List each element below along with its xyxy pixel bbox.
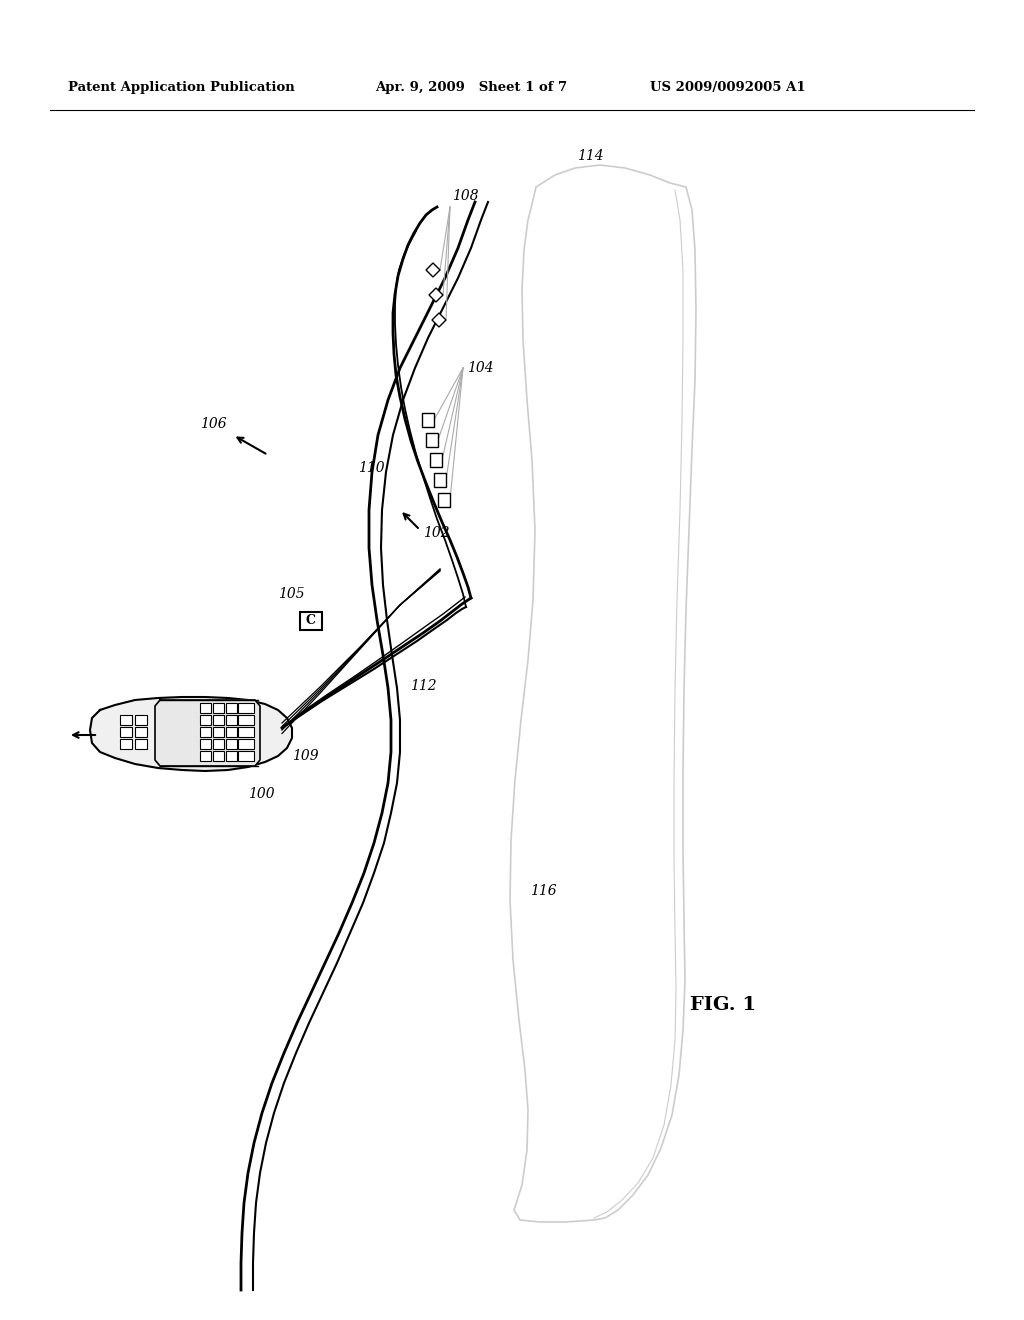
Bar xyxy=(120,727,132,737)
Bar xyxy=(135,727,147,737)
Bar xyxy=(226,727,237,737)
Bar xyxy=(238,751,254,762)
Bar xyxy=(434,473,446,487)
Bar xyxy=(120,739,132,748)
Bar xyxy=(213,751,224,762)
Text: 116: 116 xyxy=(530,884,557,898)
Polygon shape xyxy=(510,165,696,1222)
Text: US 2009/0092005 A1: US 2009/0092005 A1 xyxy=(650,82,806,95)
Bar xyxy=(200,739,211,748)
Bar xyxy=(422,413,434,426)
Bar xyxy=(426,433,438,447)
Polygon shape xyxy=(426,263,440,277)
Polygon shape xyxy=(155,700,260,766)
Text: 110: 110 xyxy=(358,461,385,475)
Bar xyxy=(213,727,224,737)
Bar xyxy=(226,739,237,748)
Bar xyxy=(438,492,450,507)
Text: Patent Application Publication: Patent Application Publication xyxy=(68,82,295,95)
Bar xyxy=(200,727,211,737)
Bar xyxy=(213,739,224,748)
Bar xyxy=(120,715,132,725)
Bar xyxy=(226,751,237,762)
Bar xyxy=(213,715,224,725)
Bar xyxy=(430,453,442,467)
Bar xyxy=(200,751,211,762)
Bar xyxy=(135,739,147,748)
Text: FIG. 1: FIG. 1 xyxy=(690,997,756,1014)
Bar xyxy=(238,715,254,725)
Text: 109: 109 xyxy=(292,748,318,763)
Bar xyxy=(213,704,224,713)
Text: Apr. 9, 2009   Sheet 1 of 7: Apr. 9, 2009 Sheet 1 of 7 xyxy=(375,82,567,95)
Text: 100: 100 xyxy=(248,787,274,801)
Text: 112: 112 xyxy=(410,678,436,693)
Bar xyxy=(135,715,147,725)
Bar xyxy=(200,715,211,725)
Bar xyxy=(238,739,254,748)
Text: 108: 108 xyxy=(452,189,478,203)
Text: 106: 106 xyxy=(200,417,226,432)
Bar xyxy=(200,704,211,713)
Text: 104: 104 xyxy=(467,360,494,375)
Bar xyxy=(226,715,237,725)
Text: 102: 102 xyxy=(423,525,450,540)
Bar xyxy=(238,727,254,737)
Bar xyxy=(300,612,322,630)
Polygon shape xyxy=(90,697,292,771)
Text: C: C xyxy=(306,615,316,627)
Polygon shape xyxy=(429,288,443,302)
Text: 105: 105 xyxy=(278,587,304,601)
Bar xyxy=(238,704,254,713)
Bar xyxy=(226,704,237,713)
Polygon shape xyxy=(432,313,446,327)
Text: 114: 114 xyxy=(577,149,603,162)
